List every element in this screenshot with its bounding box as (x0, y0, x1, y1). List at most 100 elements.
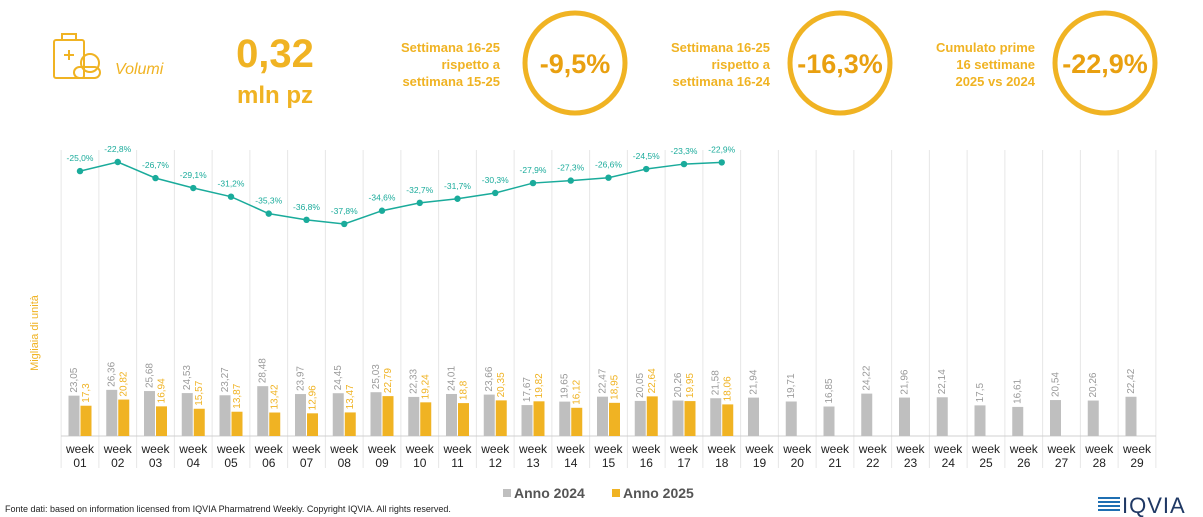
bar-label: 23,66 (484, 366, 495, 391)
trend-dot (303, 216, 310, 224)
trend-line (79, 161, 722, 225)
trend-label: -29,1% (180, 170, 207, 180)
bar-label: 20,05 (635, 372, 646, 397)
bar-label: 23,27 (220, 367, 231, 392)
bar-label: 19,82 (534, 373, 545, 398)
y-axis-label: Migliaia di unità (29, 294, 41, 371)
bar-label: 22,64 (647, 368, 658, 393)
bar (458, 403, 469, 436)
bar (446, 393, 457, 436)
kpi-circle (1052, 10, 1158, 116)
x-tick-label: week 18 (707, 442, 736, 470)
trend-dot (114, 158, 121, 166)
legend-label: Anno 2025 (623, 485, 694, 501)
bar-label: 20,54 (1051, 372, 1062, 397)
trend-label: -31,7% (444, 181, 471, 191)
bar-label: 23,97 (296, 366, 307, 391)
bar-label: 20,35 (496, 372, 507, 397)
trend-label: -34,6% (369, 193, 396, 203)
bar (1125, 396, 1137, 436)
trend-dot (567, 177, 574, 184)
trend-dot (265, 210, 272, 217)
x-tick-label: week 22 (858, 442, 887, 470)
x-tick-label: week 11 (443, 442, 472, 470)
trend-label: -23,3% (671, 146, 698, 156)
bar (80, 405, 92, 436)
kpi-text: rispetto a (711, 57, 770, 72)
trend-dot (680, 160, 688, 168)
kpi-value: -16,3% (797, 49, 883, 79)
trend-dot (341, 220, 348, 228)
trend-dot (152, 174, 159, 182)
x-tick-label: week 21 (820, 442, 849, 470)
kpi-text: settimana 16-24 (672, 74, 770, 89)
kpi-text: 16 settimane (956, 57, 1035, 72)
bar (219, 395, 231, 436)
bar-label: 26,36 (107, 361, 118, 386)
bar (295, 394, 306, 436)
bar-label: 24,45 (333, 365, 344, 390)
bar (571, 407, 583, 436)
kpi-main-value: 0,32 (236, 32, 314, 76)
bar-label: 18,06 (723, 376, 734, 401)
bar (684, 401, 696, 436)
bar-label: 22,33 (409, 368, 420, 393)
bar (559, 401, 571, 436)
bar (521, 405, 533, 436)
bar-label: 22,79 (383, 368, 394, 393)
kpi-text: rispetto a (441, 57, 500, 72)
bar (974, 405, 986, 436)
kpi-text: settimana 15-25 (402, 74, 500, 89)
x-tick-label: week 01 (65, 442, 94, 470)
bar-label: 17,67 (522, 377, 533, 402)
bar-label: 16,61 (1013, 378, 1024, 403)
source-note: Fonte dati: based on information license… (5, 504, 451, 514)
bar (609, 402, 620, 436)
bar-label: 17,3 (81, 383, 92, 403)
bar-label: 16,85 (824, 378, 835, 403)
bar-label: 23,05 (69, 367, 80, 392)
trend-dot (190, 184, 197, 192)
bar (257, 386, 269, 436)
trend-dot (416, 199, 423, 207)
kpi-circle (522, 10, 628, 116)
section-label: Volumi (115, 61, 164, 78)
trend-dot (378, 207, 386, 214)
bar-label: 18,95 (610, 374, 621, 399)
x-tick-label: week 02 (103, 442, 132, 470)
trend-label: -31,2% (218, 179, 245, 189)
trend-label: -27,9% (520, 165, 547, 175)
bar (495, 400, 507, 436)
kpi-circle (787, 10, 893, 116)
bar (269, 412, 281, 436)
bar (823, 406, 835, 436)
kpi-main-unit: mln pz (237, 82, 313, 109)
bar-label: 13,47 (345, 384, 356, 409)
bar (193, 408, 205, 436)
bar-label: 25,03 (371, 364, 382, 389)
x-tick-label: week 12 (481, 442, 510, 470)
x-tick-label: week 15 (594, 442, 623, 470)
trend-label: -22,9% (708, 144, 735, 154)
trend-dot (76, 167, 84, 175)
bar (382, 396, 394, 436)
bar (106, 389, 118, 436)
bar (861, 393, 873, 436)
bar-label: 16,12 (572, 379, 583, 404)
trend-label: -26,6% (595, 160, 622, 170)
bar-label: 22,14 (937, 369, 948, 394)
x-tick-label: week 28 (1085, 442, 1114, 470)
bar-label: 22,47 (598, 368, 609, 393)
trend-label: -25,0% (67, 153, 94, 163)
x-tick-label: week 03 (141, 442, 170, 470)
trend-label: -30,3% (482, 175, 509, 185)
bar-label: 19,71 (786, 373, 797, 398)
bar-label: 22,42 (1126, 368, 1137, 393)
x-tick-label: week 14 (556, 442, 585, 470)
trend-label: -27,3% (557, 163, 584, 173)
bar-label: 13,87 (232, 383, 243, 408)
bar-label: 25,68 (145, 363, 156, 388)
trend-label: -24,5% (633, 151, 660, 161)
bar (231, 411, 243, 436)
